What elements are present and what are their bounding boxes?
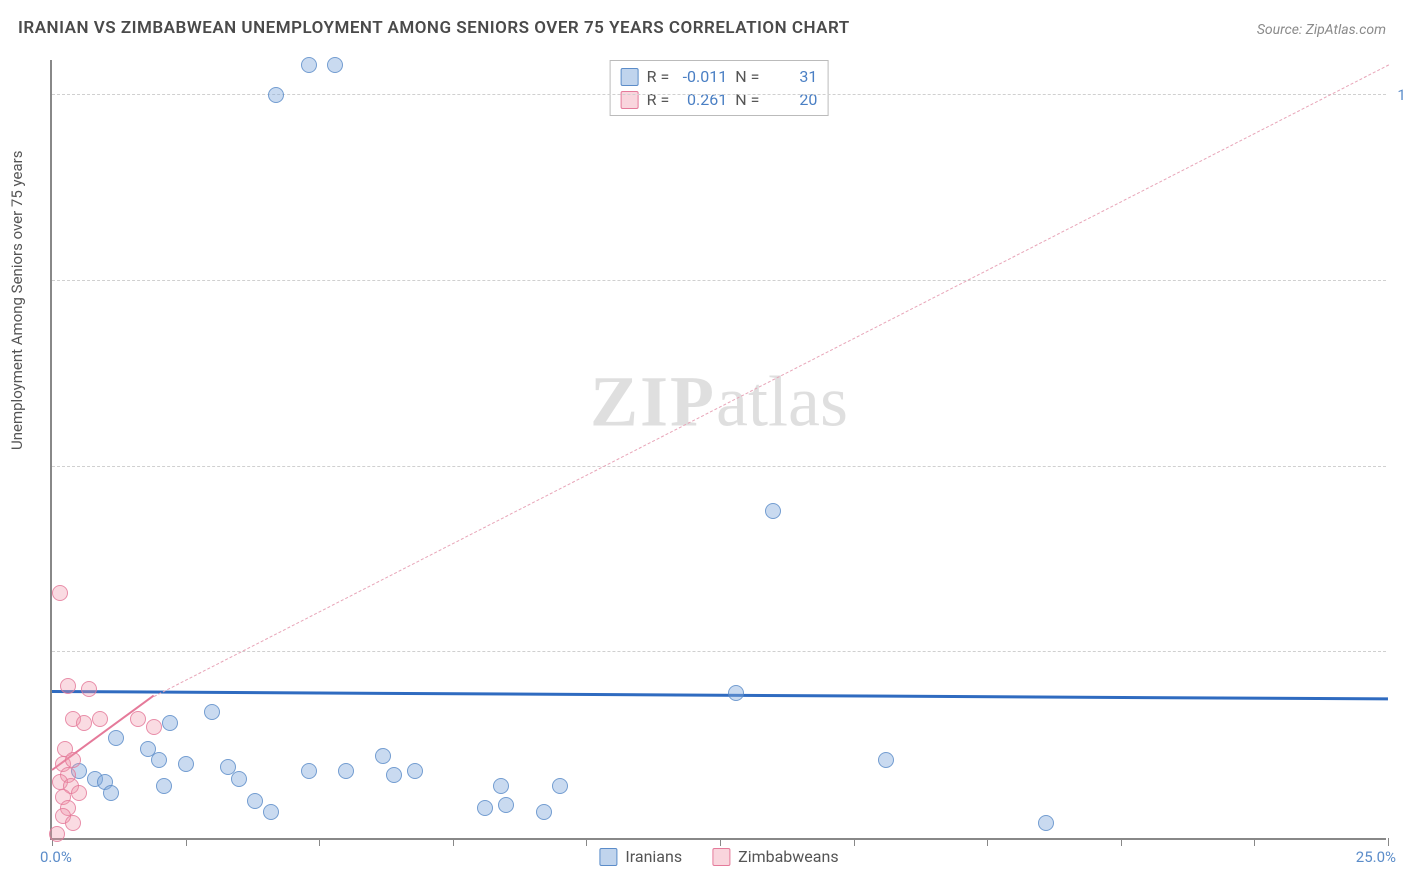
scatter-point	[263, 804, 279, 820]
scatter-point	[76, 715, 92, 731]
bottom-legend: Iranians Zimbabweans	[599, 847, 838, 866]
x-tick	[987, 838, 988, 846]
scatter-point	[498, 797, 514, 813]
stat-r-value-zimbabweans: 0.261	[677, 90, 727, 109]
scatter-point	[536, 804, 552, 820]
scatter-point	[493, 778, 509, 794]
x-tick	[720, 838, 721, 846]
stats-box: R = -0.011 N = 31 R = 0.261 N = 20	[610, 60, 829, 116]
scatter-point	[65, 752, 81, 768]
chart-title: IRANIAN VS ZIMBABWEAN UNEMPLOYMENT AMONG…	[18, 18, 850, 38]
watermark: ZIPatlas	[590, 361, 848, 444]
scatter-point	[162, 715, 178, 731]
gridline-h	[52, 280, 1386, 281]
x-tick	[1254, 838, 1255, 846]
stats-row-iranians: R = -0.011 N = 31	[621, 65, 818, 88]
scatter-point	[552, 778, 568, 794]
scatter-point	[231, 771, 247, 787]
stats-row-zimbabweans: R = 0.261 N = 20	[621, 88, 818, 111]
scatter-point	[151, 752, 167, 768]
legend-label-zimbabweans: Zimbabweans	[738, 847, 838, 866]
scatter-point	[247, 793, 263, 809]
plot-area: ZIPatlas R = -0.011 N = 31 R = 0.261 N =…	[50, 60, 1386, 840]
x-tick	[586, 838, 587, 846]
stat-n-label: N =	[735, 90, 759, 109]
scatter-point	[52, 585, 68, 601]
swatch-blue-icon	[621, 68, 639, 86]
scatter-point	[407, 763, 423, 779]
x-end-label: 25.0%	[1356, 848, 1396, 866]
scatter-point	[130, 711, 146, 727]
chart-container: IRANIAN VS ZIMBABWEAN UNEMPLOYMENT AMONG…	[0, 0, 1406, 892]
x-tick	[1121, 838, 1122, 846]
scatter-point	[301, 57, 317, 73]
scatter-point	[81, 681, 97, 697]
scatter-point	[60, 678, 76, 694]
scatter-point	[146, 719, 162, 735]
scatter-point	[477, 800, 493, 816]
swatch-blue-icon	[599, 848, 617, 866]
x-tick	[854, 838, 855, 846]
source-label: Source: ZipAtlas.com	[1257, 22, 1386, 38]
x-tick	[453, 838, 454, 846]
scatter-point	[108, 730, 124, 746]
scatter-point	[268, 87, 284, 103]
scatter-point	[301, 763, 317, 779]
scatter-point	[878, 752, 894, 768]
gridline-h	[52, 651, 1386, 652]
scatter-point	[178, 756, 194, 772]
stat-n-label: N =	[735, 67, 759, 86]
scatter-point	[65, 815, 81, 831]
y-axis-label: Unemployment Among Seniors over 75 years	[8, 151, 26, 450]
stat-r-label: R =	[647, 90, 670, 109]
x-tick	[186, 838, 187, 846]
stat-n-value-iranians: 31	[767, 67, 817, 86]
scatter-point	[765, 503, 781, 519]
trend-line	[153, 64, 1388, 696]
scatter-point	[728, 685, 744, 701]
scatter-point	[49, 826, 65, 842]
gridline-h	[52, 94, 1386, 95]
scatter-point	[92, 711, 108, 727]
y-tick-label: 100.0%	[1397, 86, 1406, 104]
scatter-point	[103, 785, 119, 801]
scatter-point	[204, 704, 220, 720]
scatter-point	[1038, 815, 1054, 831]
x-origin-label: 0.0%	[40, 848, 72, 866]
x-tick	[1388, 838, 1389, 846]
stat-n-value-zimbabweans: 20	[767, 90, 817, 109]
scatter-point	[156, 778, 172, 794]
scatter-point	[327, 57, 343, 73]
trend-line	[52, 690, 1388, 700]
swatch-pink-icon	[712, 848, 730, 866]
stat-r-value-iranians: -0.011	[677, 67, 727, 86]
x-tick	[319, 838, 320, 846]
scatter-point	[375, 748, 391, 764]
gridline-h	[52, 466, 1386, 467]
scatter-point	[338, 763, 354, 779]
scatter-point	[71, 785, 87, 801]
legend-label-iranians: Iranians	[625, 847, 682, 866]
legend-item-zimbabweans: Zimbabweans	[712, 847, 838, 866]
scatter-point	[386, 767, 402, 783]
stat-r-label: R =	[647, 67, 670, 86]
legend-item-iranians: Iranians	[599, 847, 682, 866]
